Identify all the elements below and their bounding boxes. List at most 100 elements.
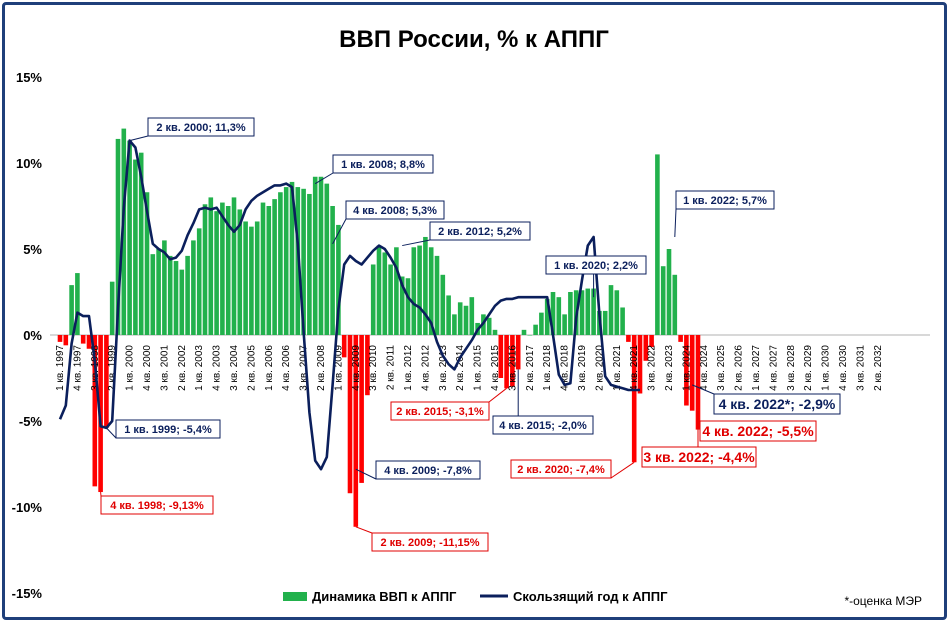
annotation-box: [713, 393, 841, 415]
bar: [336, 224, 341, 335]
annotation-box: [429, 221, 531, 241]
bar: [394, 247, 399, 335]
x-tick-label: 4 кв. 2024: [699, 345, 710, 391]
bar: [643, 335, 649, 361]
bar: [678, 335, 683, 342]
x-tick-label: 1 кв. 2000: [125, 345, 136, 391]
bar: [399, 276, 405, 335]
x-tick-label: 2 кв. 2014: [455, 345, 466, 391]
bar: [75, 273, 80, 335]
x-tick-label: 3 кв. 2025: [716, 345, 727, 391]
bar: [562, 314, 567, 335]
bar: [144, 192, 150, 335]
bar: [92, 335, 98, 487]
bar: [544, 298, 550, 335]
annotation-leader: [355, 526, 373, 534]
bar: [243, 221, 248, 335]
bar: [312, 176, 318, 335]
x-tick-label: 2 кв. 2026: [734, 345, 745, 391]
bar: [556, 297, 562, 335]
bar: [359, 335, 364, 483]
bar: [510, 335, 515, 387]
x-tick-label: 2 кв. 2011: [386, 345, 397, 391]
bar: [417, 245, 422, 335]
y-tick-label: -10%: [12, 500, 43, 515]
bar: [330, 206, 335, 335]
bar: [278, 192, 283, 335]
bar: [446, 295, 451, 335]
x-tick-label: 4 кв. 2009: [351, 345, 362, 391]
x-tick-label: 4 кв. 2012: [420, 345, 431, 391]
bar: [405, 278, 411, 335]
annotation-leader: [402, 239, 431, 247]
annotation-label: 2 кв. 2012; 5,2%: [438, 226, 522, 238]
bar: [191, 240, 196, 335]
bar: [452, 314, 457, 335]
bar: [307, 193, 312, 335]
bar: [388, 264, 393, 335]
annotation-box: [115, 419, 221, 439]
bar: [440, 274, 446, 335]
x-tick-label: 1 кв. 2021: [612, 345, 623, 391]
bar: [370, 264, 376, 335]
annotation-label: 1 кв. 2008; 8,8%: [341, 159, 425, 171]
bar: [486, 317, 492, 335]
x-tick-label: 2 кв. 2017: [525, 345, 536, 391]
annotation-box: [332, 154, 434, 174]
x-tick-label: 3 кв. 2028: [786, 345, 797, 391]
x-tick-label: 2 кв. 2023: [664, 345, 675, 391]
annotation-box: [510, 459, 612, 479]
x-tick-label: 3 кв. 2031: [855, 345, 866, 391]
bar: [104, 335, 109, 428]
annotation-leader: [129, 135, 149, 142]
x-tick-label: 1 кв. 2006: [264, 345, 275, 391]
x-tick-label: 1 кв. 2003: [194, 345, 205, 391]
legend-bar-swatch: [283, 592, 307, 601]
bar: [173, 261, 179, 335]
bar: [428, 247, 434, 335]
y-axis: 15% 10% 5% 0% -5% -10% -15%: [12, 70, 930, 601]
bar: [614, 290, 620, 335]
x-tick-label: 3 кв. 2013: [438, 345, 449, 391]
bar: [266, 206, 272, 335]
annotation-label: 2 кв. 2015; -3,1%: [396, 406, 484, 418]
bar: [260, 202, 266, 335]
bar: [283, 187, 289, 335]
y-tick-label: 0%: [23, 328, 42, 343]
x-tick-label: 2 кв. 2008: [316, 345, 327, 391]
annotation-leader: [355, 468, 377, 480]
bar-series: [57, 128, 701, 527]
x-tick-label: 2 кв. 2005: [246, 345, 257, 391]
x-tick-label: 1 кв. 1997: [55, 345, 66, 391]
bar: [249, 226, 254, 335]
bar: [237, 209, 243, 335]
x-tick-label: 3 кв. 2010: [368, 345, 379, 391]
bar: [568, 292, 573, 335]
bar: [289, 181, 295, 335]
annotation-label: 4 кв. 1998; -9,13%: [110, 500, 204, 512]
annotation-label: 4 кв. 2008; 5,3%: [353, 205, 437, 217]
annotation-box: [390, 401, 490, 421]
bar: [602, 310, 608, 335]
annotation-label: 4 кв. 2022; -5,5%: [702, 423, 814, 439]
x-tick-label: 4 кв. 2030: [838, 345, 849, 391]
bar: [121, 128, 127, 335]
x-tick-label: 2 кв. 2029: [803, 345, 814, 391]
bar: [498, 335, 504, 378]
bar: [179, 269, 185, 335]
x-tick-label: 4 кв. 1997: [72, 345, 83, 391]
bar: [318, 176, 324, 335]
bar: [620, 307, 625, 335]
bar: [637, 335, 643, 394]
bar: [608, 285, 614, 335]
bar: [231, 197, 237, 335]
y-tick-label: -15%: [12, 586, 43, 601]
x-tick-label: 3 кв. 2004: [229, 345, 240, 391]
bar: [214, 211, 219, 335]
bar: [585, 288, 591, 335]
bar: [591, 288, 596, 335]
annotation-leader: [692, 384, 715, 395]
bar: [185, 255, 190, 335]
bar: [649, 335, 654, 348]
x-tick-label: 4 кв. 2003: [212, 345, 223, 391]
